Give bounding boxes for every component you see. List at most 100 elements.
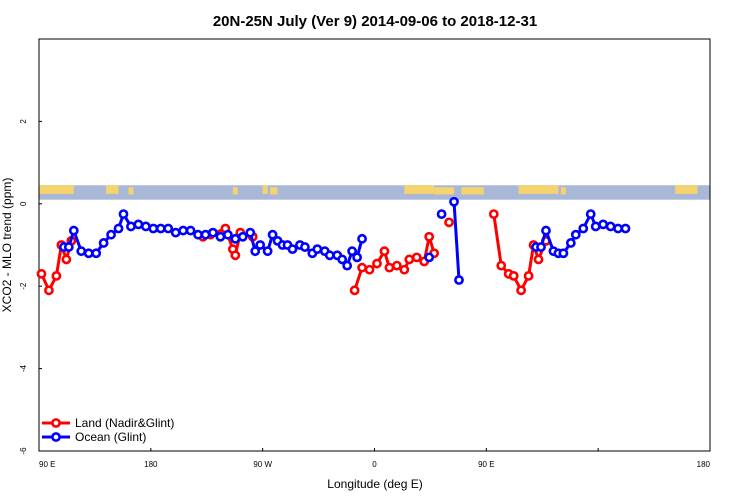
x-tick-label: 90 E [478, 460, 494, 469]
data-point [208, 227, 218, 238]
data-point [357, 233, 367, 244]
data-point [449, 196, 459, 207]
data-point [140, 221, 151, 232]
series-5 [449, 196, 464, 285]
data-point [578, 223, 589, 234]
data-point [126, 221, 136, 232]
data-point [570, 229, 581, 240]
map-land-patch [404, 185, 435, 194]
data-point [237, 231, 248, 242]
data-point [379, 246, 390, 257]
series-line [63, 210, 364, 269]
map-land-patch [461, 187, 484, 195]
x-axis: 90 E 180 90 W 0 90 E 180 [38, 448, 711, 469]
data-point [444, 217, 454, 228]
map-land-patch [270, 187, 278, 195]
x-tick-label: 180 [144, 460, 158, 469]
map-land-patch [675, 185, 698, 194]
data-point [68, 225, 79, 236]
data-point [372, 258, 382, 269]
data-point [488, 209, 499, 219]
series-line [452, 201, 461, 281]
map-land-patch [39, 185, 74, 194]
data-point [185, 225, 196, 236]
chart-title: 20N-25N July (Ver 9) 2014-09-06 to 2018-… [213, 13, 537, 30]
data-point [36, 268, 47, 279]
data-point [558, 248, 569, 259]
data-point [352, 252, 363, 263]
data-point [83, 248, 94, 259]
legend: Land (Nadir&Glint)Ocean (Glint) [42, 416, 174, 444]
legend-label: Ocean (Glint) [75, 430, 146, 444]
data-point [76, 246, 87, 257]
x-tick-label: 90 W [253, 460, 272, 469]
y-tick-label: -6 [19, 447, 28, 455]
data-point [424, 231, 435, 242]
data-point [63, 242, 74, 252]
data-point [516, 285, 527, 296]
data-point [391, 260, 402, 271]
data-point [51, 270, 62, 281]
map-land-patch [434, 187, 455, 195]
y-tick-label: -2 [19, 282, 28, 290]
data-point [496, 260, 507, 271]
data-point [324, 250, 335, 261]
data-point [178, 225, 189, 236]
data-point [454, 275, 464, 285]
map-land-patch [232, 187, 238, 195]
data-point [193, 229, 203, 240]
data-point [262, 246, 273, 257]
map-land-patch [262, 185, 268, 194]
data-point [163, 223, 174, 234]
data-point [399, 264, 410, 275]
map-land-patch [518, 185, 559, 194]
data-point [155, 223, 166, 234]
data-point [411, 252, 422, 263]
data-point [424, 252, 435, 263]
x-tick-label: 0 [372, 460, 377, 469]
data-point [300, 242, 310, 252]
data-point [404, 254, 415, 265]
legend-swatch-marker [51, 432, 61, 442]
series-1 [444, 217, 454, 228]
data-point [620, 223, 631, 234]
map-land-patch [106, 185, 119, 194]
data-point [61, 254, 72, 265]
data-point [230, 250, 241, 261]
data-point [533, 254, 544, 265]
data-point [230, 233, 241, 244]
data-point [585, 209, 596, 219]
x-axis-label: Longitude (deg E) [327, 477, 422, 491]
data-point [349, 285, 360, 296]
legend-label: Land (Nadir&Glint) [75, 416, 174, 430]
plot-frame [38, 38, 711, 452]
series-3 [436, 209, 447, 219]
data-point [287, 244, 298, 255]
data-point [364, 264, 375, 275]
data-point [133, 219, 144, 230]
data-point [250, 246, 261, 257]
data-point [106, 229, 116, 240]
data-point [148, 223, 159, 234]
map-strip [39, 185, 710, 200]
series-2 [58, 209, 367, 271]
data-point [337, 254, 348, 265]
data-point [200, 229, 211, 240]
series-line [492, 213, 548, 294]
data-point [508, 270, 519, 281]
data-point [357, 262, 367, 273]
data-point [613, 223, 623, 234]
data-point [91, 248, 102, 259]
data-point [170, 227, 181, 238]
data-point [605, 221, 616, 232]
data-point [536, 242, 546, 252]
data-point [598, 219, 609, 230]
map-land-patch [128, 187, 134, 195]
data-point [222, 229, 233, 240]
data-point [215, 231, 226, 242]
data-point [565, 238, 576, 248]
series-layer [36, 196, 631, 296]
data-point [98, 238, 109, 248]
data-point [245, 227, 256, 238]
